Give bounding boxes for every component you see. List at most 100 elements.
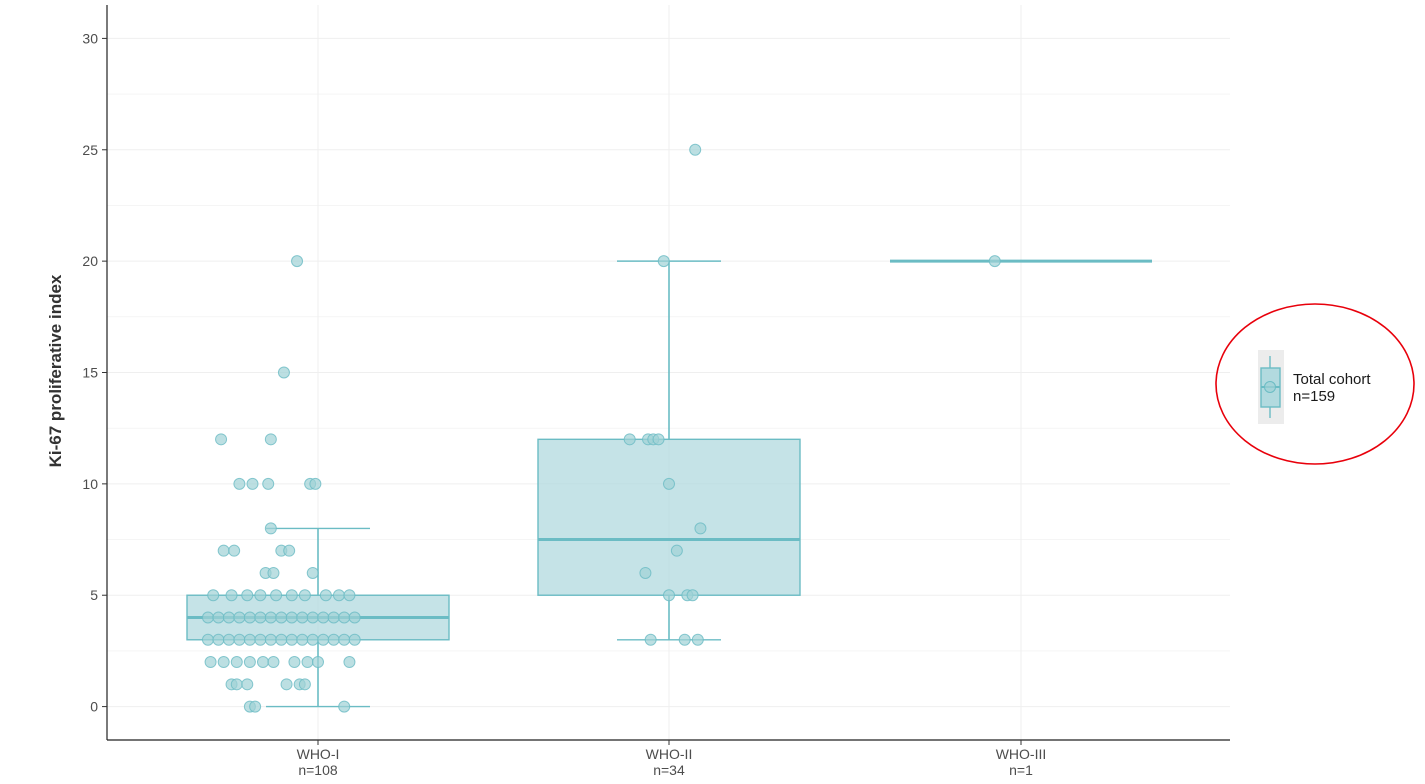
data-point [309, 477, 322, 490]
data-point [338, 633, 351, 646]
data-point [204, 656, 217, 669]
data-point [264, 633, 277, 646]
legend-key-point [1264, 381, 1276, 393]
data-point [312, 656, 324, 669]
data-point [285, 611, 298, 624]
data-point [663, 477, 675, 490]
data-point [246, 477, 259, 490]
data-point [283, 544, 296, 557]
data-point [264, 522, 277, 535]
data-point [317, 633, 330, 646]
axis-labels: Ki-67 proliferative index [46, 274, 65, 467]
y-tick-label: 15 [82, 365, 98, 381]
data-point [241, 589, 254, 602]
legend-highlight-ellipse [1215, 303, 1415, 465]
jitter-points [201, 143, 1001, 713]
y-tick-label: 30 [82, 30, 98, 46]
data-point [285, 633, 298, 646]
data-point [275, 633, 288, 646]
data-point [233, 611, 246, 624]
data-point [338, 611, 351, 624]
y-tick-label: 25 [82, 142, 98, 158]
data-point [298, 589, 311, 602]
y-tick-label: 0 [90, 699, 98, 715]
data-point [222, 633, 235, 646]
data-point [288, 656, 301, 669]
data-point [264, 433, 277, 446]
data-point [670, 544, 683, 557]
data-point [256, 656, 269, 669]
data-point [243, 656, 256, 669]
data-point [243, 611, 256, 624]
data-point [241, 678, 254, 691]
data-point [644, 633, 657, 646]
data-point [663, 589, 675, 602]
x-tick-label: WHO-II [646, 746, 693, 762]
data-point [201, 611, 214, 624]
data-point [230, 678, 243, 691]
data-point [254, 633, 267, 646]
data-point [306, 633, 319, 646]
legend-label-line2: n=159 [1293, 388, 1335, 405]
data-point [222, 611, 235, 624]
y-tick-label: 10 [82, 476, 98, 492]
data-point [332, 589, 345, 602]
data-point [212, 611, 225, 624]
data-point [327, 633, 340, 646]
data-point [348, 611, 361, 624]
data-point [348, 633, 361, 646]
data-point [212, 633, 225, 646]
data-point [243, 633, 256, 646]
axes: 0 5 10 15 20 25 30 WHO-In=108 WHO-IIn=34 WHO-IIIn… [82, 5, 1230, 778]
data-point [691, 633, 704, 646]
data-point [678, 633, 691, 646]
data-point [319, 589, 332, 602]
x-tick-n-label: n=108 [298, 762, 338, 778]
y-tick-label: 5 [90, 587, 98, 603]
y-tick-label: 20 [82, 253, 98, 269]
data-point [233, 477, 246, 490]
data-point [657, 255, 670, 268]
data-point [689, 143, 702, 156]
data-point [338, 700, 351, 713]
data-point [652, 433, 665, 446]
data-point [267, 566, 280, 579]
data-point [230, 656, 243, 669]
x-tick-label: WHO-III [996, 746, 1047, 762]
data-point [343, 589, 356, 602]
data-point [296, 611, 309, 624]
x-tick-n-label: n=1 [1009, 762, 1033, 778]
data-point [267, 656, 280, 669]
data-point [301, 656, 314, 669]
data-point [639, 566, 652, 579]
data-point [686, 589, 699, 602]
y-axis-title: Ki-67 proliferative index [46, 274, 65, 467]
data-point [262, 477, 275, 490]
legend-label-line1: Total cohort [1293, 371, 1371, 388]
data-point [217, 544, 230, 557]
data-point [296, 633, 309, 646]
data-point [264, 611, 277, 624]
data-point [694, 522, 707, 535]
data-point [228, 544, 241, 557]
data-point [207, 589, 220, 602]
data-point [317, 611, 330, 624]
data-point [298, 678, 311, 691]
data-point [306, 611, 319, 624]
data-point [327, 611, 340, 624]
data-point [225, 589, 238, 602]
data-point [306, 566, 319, 579]
x-tick-n-label: n=34 [653, 762, 685, 778]
data-point [291, 255, 304, 268]
data-point [233, 633, 246, 646]
data-point [277, 366, 290, 379]
data-point [249, 700, 262, 713]
box-iqr [537, 438, 801, 596]
data-point [254, 589, 267, 602]
data-point [280, 678, 293, 691]
data-point [254, 611, 267, 624]
data-point [270, 589, 283, 602]
x-tick-label: WHO-I [297, 746, 340, 762]
